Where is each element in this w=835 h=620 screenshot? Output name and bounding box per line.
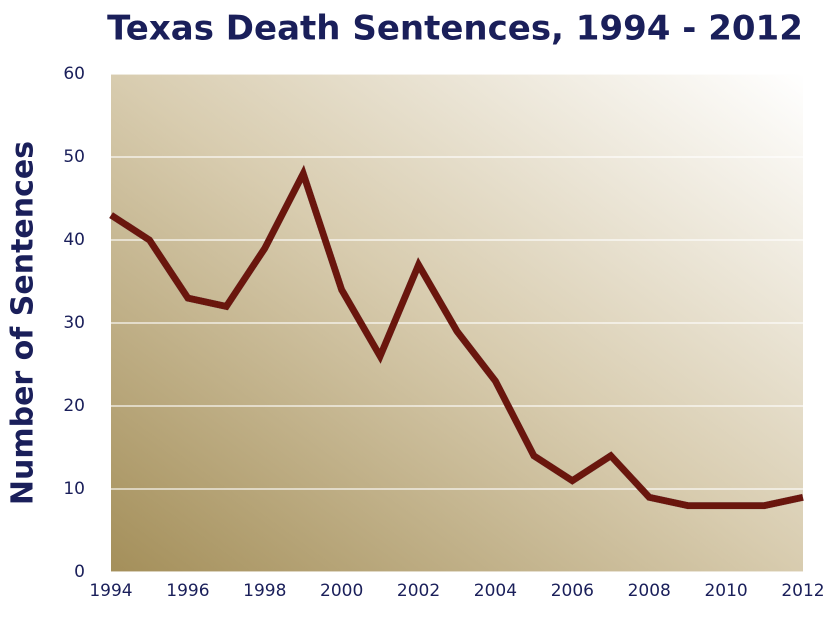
y-tick-label: 0	[74, 562, 85, 582]
y-axis-label: Number of Sentences	[6, 141, 41, 505]
x-tick-label: 1998	[243, 581, 286, 601]
y-tick-label: 30	[63, 313, 85, 333]
y-tick-label: 60	[63, 64, 85, 84]
y-tick-label: 40	[63, 230, 85, 250]
y-tick-label: 20	[63, 396, 85, 416]
x-tick-label: 2006	[551, 581, 594, 601]
y-tick-label: 10	[63, 479, 85, 499]
x-tick-label: 2010	[704, 581, 747, 601]
x-tick-label: 2000	[320, 581, 363, 601]
x-tick-label: 2004	[474, 581, 517, 601]
x-tick-label: 2002	[397, 581, 440, 601]
x-tick-label: 1994	[89, 581, 132, 601]
x-tick-label: 2008	[628, 581, 671, 601]
x-tick-label: 2012	[781, 581, 824, 601]
data-line	[109, 164, 804, 510]
y-tick-label: 50	[63, 147, 85, 167]
x-tick-label: 1996	[166, 581, 209, 601]
chart-title: Texas Death Sentences, 1994 - 2012	[107, 9, 803, 49]
